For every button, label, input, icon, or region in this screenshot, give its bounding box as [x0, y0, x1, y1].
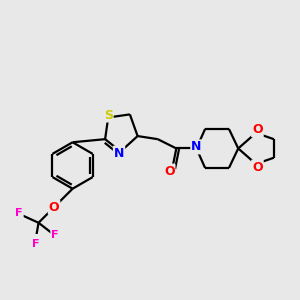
- Text: O: O: [252, 123, 263, 136]
- Text: F: F: [32, 239, 39, 249]
- Text: N: N: [191, 140, 202, 153]
- Text: O: O: [164, 165, 175, 178]
- Text: O: O: [252, 160, 263, 173]
- Text: N: N: [114, 147, 124, 160]
- Text: F: F: [15, 208, 23, 218]
- Text: S: S: [104, 109, 113, 122]
- Text: F: F: [51, 230, 59, 240]
- Text: O: O: [49, 201, 59, 214]
